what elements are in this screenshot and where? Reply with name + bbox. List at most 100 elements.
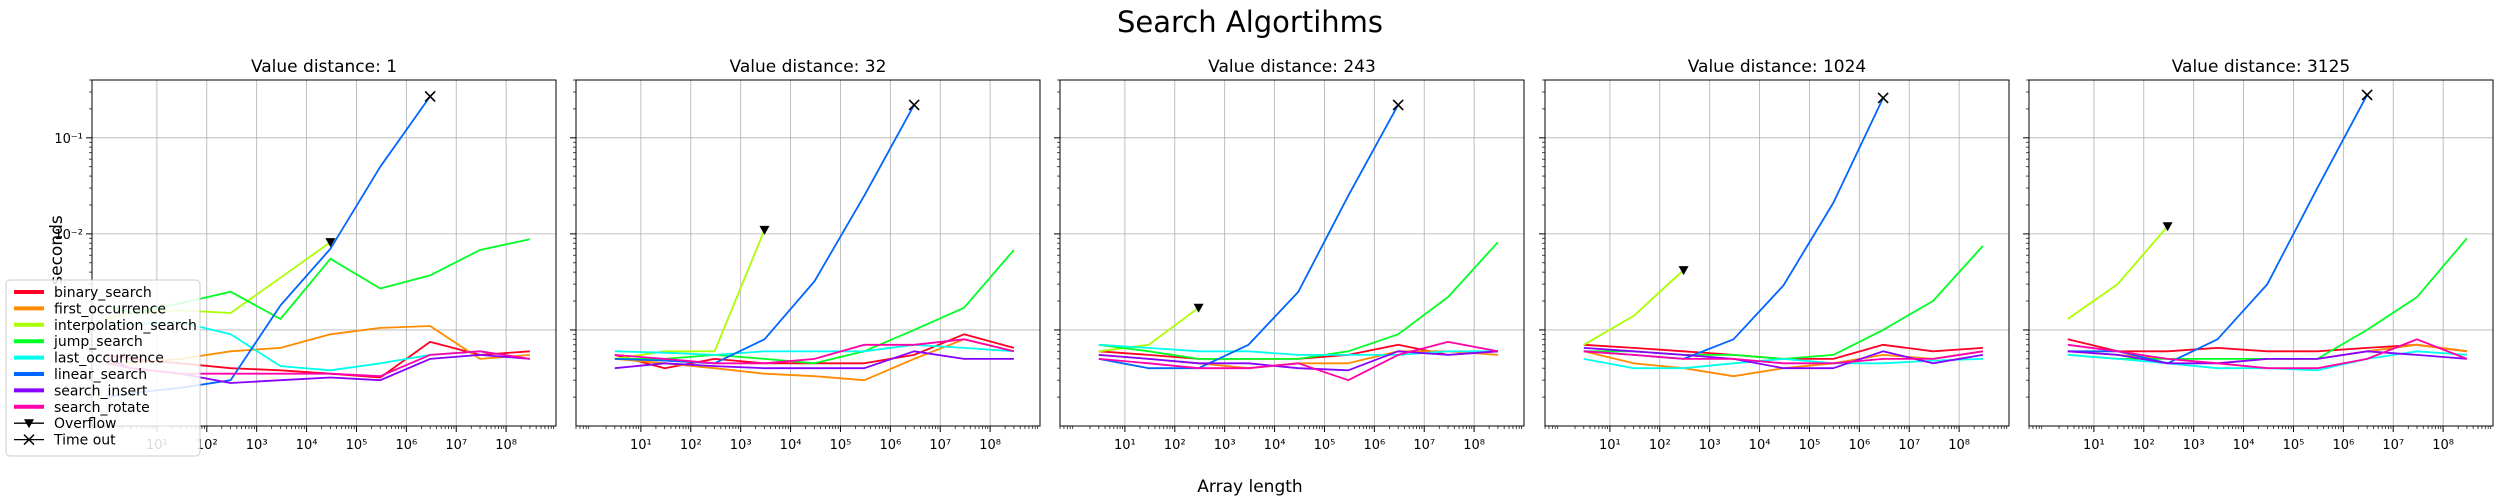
x-axis-label: Array length [1197, 477, 1302, 497]
panel-title: Value distance: 243 [1208, 57, 1376, 77]
legend-item: search_rotate [14, 400, 150, 416]
legend-item: last_occurrence [14, 351, 164, 367]
series-line-last-occurrence [1583, 357, 1983, 370]
timeout-marker [908, 99, 920, 111]
x-tick-label: 10⁴ [1264, 438, 1286, 453]
legend-label: Overflow [54, 416, 117, 432]
x-tick-label: 10⁷ [1413, 438, 1435, 453]
overflow-marker [759, 225, 770, 235]
legend-label: Time out [53, 433, 116, 449]
legend-item: binary_search [14, 285, 152, 301]
x-tick-label: 10³ [1699, 438, 1721, 453]
series-line-linear-search [614, 104, 915, 365]
legend-item: first_occurrence [14, 301, 166, 317]
y-tick-label: 10⁻¹ [54, 132, 83, 147]
legend-label: interpolation_search [54, 318, 197, 334]
legend-label: search_insert [54, 383, 148, 399]
x-tick-label: 10⁵ [2283, 438, 2305, 453]
x-tick-label: 10¹ [630, 438, 652, 453]
x-tick-label: 10⁷ [2382, 438, 2404, 453]
panel-title: Value distance: 3125 [2172, 57, 2351, 77]
series-line-jump-search [614, 249, 1015, 365]
x-tick-label: 10³ [246, 438, 268, 453]
panel-title: Value distance: 1024 [1688, 57, 1867, 77]
legend-item: Time out [14, 433, 116, 449]
y-tick-label: 10⁻² [54, 228, 83, 243]
series-line-interpolation-search [1098, 307, 1200, 353]
x-tick-label: 10⁵ [830, 438, 852, 453]
x-tick-label: 10⁸ [1948, 438, 1970, 453]
x-tick-label: 10⁴ [2233, 438, 2255, 453]
legend: binary_searchfirst_occurrenceinterpolati… [5, 279, 201, 457]
legend-item: linear_search [14, 367, 147, 383]
x-tick-label: 10⁸ [495, 438, 517, 453]
series-line-search-rotate [2067, 338, 2468, 370]
x-tick-label: 10³ [730, 438, 752, 453]
timeout-legend-marker [23, 434, 35, 446]
x-tick-label: 10¹ [1114, 438, 1136, 453]
x-tick-label: 10⁷ [445, 438, 467, 453]
series-line-search-rotate [614, 338, 1015, 365]
timeout-marker [2361, 89, 2373, 101]
x-tick-label: 10² [1649, 438, 1671, 453]
axes-frame [1059, 79, 1525, 427]
series-line-interpolation-search [1583, 269, 1685, 346]
overflow-marker [325, 238, 336, 248]
timeout-marker [1392, 99, 1404, 111]
plot-area [576, 80, 1040, 426]
x-tick-label: 10¹ [2083, 438, 2105, 453]
series-line-search-insert [2067, 350, 2467, 365]
axes-frame [91, 79, 557, 427]
series-line-jump-search [1098, 241, 1499, 360]
x-tick-label: 10⁷ [929, 438, 951, 453]
series-line-linear-search [1098, 104, 1399, 370]
x-tick-label: 10⁵ [1799, 438, 1821, 453]
series-line-interpolation-search [2067, 225, 2169, 320]
figure-title: Search Algortihms [1117, 5, 1383, 39]
legend-item: interpolation_search [14, 318, 197, 334]
axes-frame [2028, 79, 2494, 427]
legend-label: linear_search [54, 367, 147, 383]
legend-item: Overflow [14, 416, 117, 432]
x-tick-label: 10⁶ [2332, 438, 2354, 453]
chart-panel-3: 10¹ 10² 10³ 10⁴ 10⁵ 10⁶ 10⁷ 10⁸ Value distance: … [1054, 57, 1525, 453]
panel-title: Value distance: 32 [730, 57, 887, 77]
y-axis-label: seconds [47, 215, 67, 285]
x-tick-label: 10⁴ [780, 438, 802, 453]
series-line-last-occurrence [614, 343, 1014, 356]
x-tick-label: 10⁵ [346, 438, 368, 453]
overflow-marker [2162, 222, 2173, 232]
x-tick-label: 10⁷ [1898, 438, 1920, 453]
x-tick-label: 10⁴ [296, 438, 318, 453]
plot-area [2029, 80, 2493, 426]
axes-frame [1544, 79, 2010, 427]
x-tick-label: 10² [196, 438, 218, 453]
plot-area [1060, 80, 1524, 426]
plot-area [1545, 80, 2009, 426]
series-line-interpolation-search [614, 229, 766, 360]
series-line-search-rotate [1098, 340, 1499, 382]
legend-label: jump_search [53, 334, 143, 350]
legend-box [5, 279, 201, 457]
x-tick-label: 10³ [1214, 438, 1236, 453]
x-tick-label: 10⁶ [1363, 438, 1385, 453]
x-tick-label: 10⁸ [2432, 438, 2454, 453]
x-tick-label: 10⁸ [1463, 438, 1485, 453]
overflow-marker [1678, 266, 1689, 276]
chart-panels: 10¹ 10² 10³ 10⁴ 10⁵ 10⁶ 10⁷ 10⁸ 10⁻² 10⁻¹ Value di… [54, 57, 2494, 453]
timeout-marker [1877, 92, 1889, 104]
series-line-search-insert [1098, 350, 1498, 372]
chart-panel-5: 10¹ 10² 10³ 10⁴ 10⁵ 10⁶ 10⁷ 10⁸ Value distance: … [2023, 57, 2494, 453]
x-tick-label: 10⁴ [1749, 438, 1771, 453]
x-tick-label: 10² [680, 438, 702, 453]
x-tick-label: 10⁸ [979, 438, 1001, 453]
panel-title: Value distance: 1 [251, 57, 397, 77]
chart-panel-4: 10¹ 10² 10³ 10⁴ 10⁵ 10⁶ 10⁷ 10⁸ Value distance: … [1539, 57, 2010, 453]
overflow-legend-marker [24, 419, 34, 429]
legend-label: first_occurrence [54, 301, 166, 317]
axes-frame [575, 79, 1041, 427]
legend-label: search_rotate [54, 400, 150, 416]
x-tick-label: 10⁶ [1848, 438, 1870, 453]
x-tick-label: 10² [2133, 438, 2155, 453]
